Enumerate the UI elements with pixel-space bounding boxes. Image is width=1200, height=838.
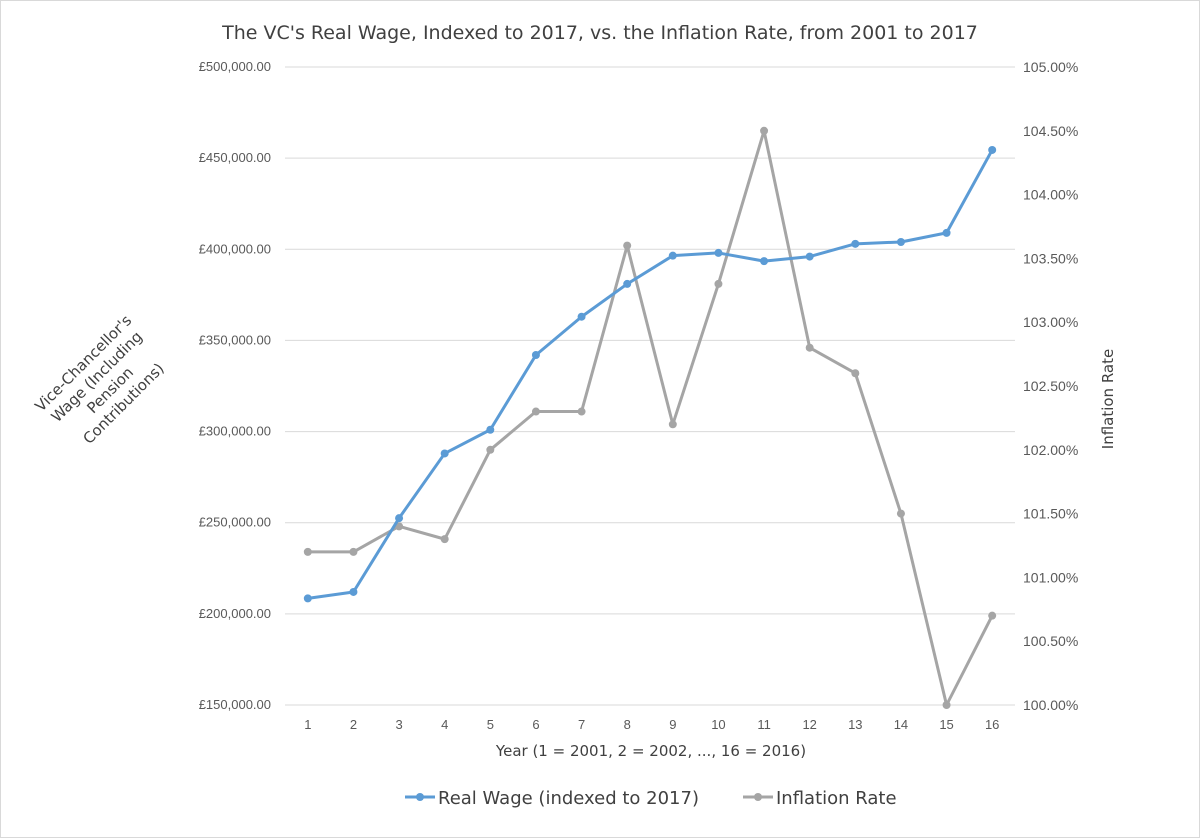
x-axis-ticks: 1 2 3 4 5 6 7 8 9 10 11 12 13 14 15 16 — [304, 717, 999, 732]
x-tick-label: 14 — [894, 717, 908, 732]
x-tick-label: 6 — [532, 717, 539, 732]
inflation-rate-point — [896, 509, 905, 518]
x-tick-label: 7 — [578, 717, 585, 732]
real-wage-point — [668, 251, 677, 260]
real-wage-point — [851, 239, 860, 248]
legend-marker — [416, 793, 424, 801]
real-wage-point — [988, 145, 997, 154]
legend-label: Inflation Rate — [776, 788, 897, 809]
right-tick-label: 104.00% — [1023, 187, 1078, 203]
x-tick-label: 16 — [985, 717, 999, 732]
left-axis-ticks: £150,000.00 £200,000.00 £250,000.00 £300,00… — [199, 59, 271, 712]
x-tick-label: 5 — [487, 717, 494, 732]
real-wage-point — [303, 594, 312, 603]
inflation-rate-point — [349, 547, 358, 556]
x-tick-label: 10 — [711, 717, 725, 732]
x-tick-label: 2 — [350, 717, 357, 732]
inflation-rate-point — [577, 407, 586, 416]
real-wage-point — [440, 449, 449, 458]
right-tick-label: 102.00% — [1023, 442, 1078, 458]
right-tick-label: 103.50% — [1023, 250, 1078, 266]
x-tick-label: 15 — [939, 717, 953, 732]
left-tick-label: £150,000.00 — [199, 697, 271, 712]
real-wage-point — [395, 514, 404, 523]
right-tick-label: 100.50% — [1023, 633, 1078, 649]
inflation-rate-point — [395, 522, 404, 531]
real-wage-point — [623, 279, 632, 288]
left-axis-title: Vice-Chancellor'sWage (IncludingPensionC… — [31, 311, 175, 455]
legend: Real Wage (indexed to 2017) Inflation Rat… — [405, 788, 897, 809]
left-tick-label: £450,000.00 — [199, 150, 271, 165]
inflation-rate-point — [303, 547, 312, 556]
x-tick-label: 9 — [669, 717, 676, 732]
real-wage-point — [942, 228, 951, 237]
left-tick-label: £300,000.00 — [199, 424, 271, 439]
x-tick-label: 13 — [848, 717, 862, 732]
left-tick-label: £200,000.00 — [199, 606, 271, 621]
right-tick-label: 103.00% — [1023, 314, 1078, 330]
x-tick-label: 1 — [304, 717, 311, 732]
right-tick-label: 100.00% — [1023, 697, 1078, 713]
right-tick-label: 101.00% — [1023, 569, 1078, 585]
right-axis-title: Inflation Rate — [1099, 349, 1117, 449]
real-wage-point — [577, 312, 586, 321]
inflation-rate-point — [486, 445, 495, 454]
left-axis-title-text: Vice-Chancellor'sWage (IncludingPensionC… — [31, 311, 175, 455]
inflation-rate-point — [531, 407, 540, 416]
real-wage-point — [896, 237, 905, 246]
right-tick-label: 104.50% — [1023, 123, 1078, 139]
inflation-rate-point — [714, 279, 723, 288]
inflation-rate-point — [942, 701, 951, 709]
x-tick-label: 8 — [624, 717, 631, 732]
real-wage-line — [306, 148, 994, 600]
x-tick-label: 12 — [802, 717, 816, 732]
x-tick-label: 11 — [757, 717, 771, 732]
inflation-rate-point — [988, 611, 997, 620]
left-tick-label: £400,000.00 — [199, 241, 271, 256]
real-wage-point — [805, 252, 814, 261]
right-tick-label: 102.50% — [1023, 378, 1078, 394]
inflation-rate-point — [851, 369, 860, 378]
inflation-rate-point — [623, 241, 632, 250]
series-layer — [303, 126, 997, 709]
inflation-rate-line — [306, 129, 994, 707]
right-tick-label: 101.50% — [1023, 506, 1078, 522]
chart-title: The VC's Real Wage, Indexed to 2017, vs.… — [221, 22, 978, 44]
right-tick-label: 105.00% — [1023, 59, 1078, 75]
inflation-rate-point — [805, 343, 814, 352]
right-axis-ticks: 100.00% 100.50% 101.00% 101.50% 102.00% 102.5… — [1023, 59, 1078, 713]
real-wage-point — [349, 587, 358, 596]
legend-marker — [754, 793, 762, 801]
inflation-rate-point — [668, 420, 677, 429]
x-tick-label: 3 — [395, 717, 402, 732]
x-tick-label: 4 — [441, 717, 448, 732]
inflation-rate-point — [440, 535, 449, 544]
left-tick-label: £350,000.00 — [199, 332, 271, 347]
real-wage-point — [760, 257, 769, 266]
real-wage-point — [486, 425, 495, 434]
real-wage-point — [531, 351, 540, 360]
legend-label: Real Wage (indexed to 2017) — [438, 788, 699, 809]
x-axis-title: Year (1 = 2001, 2 = 2002, ..., 16 = 2016… — [495, 742, 806, 760]
gridlines — [285, 66, 1015, 706]
inflation-rate-point — [760, 126, 769, 135]
left-tick-label: £500,000.00 — [199, 59, 271, 74]
left-tick-label: £250,000.00 — [199, 515, 271, 530]
real-wage-point — [714, 248, 723, 257]
